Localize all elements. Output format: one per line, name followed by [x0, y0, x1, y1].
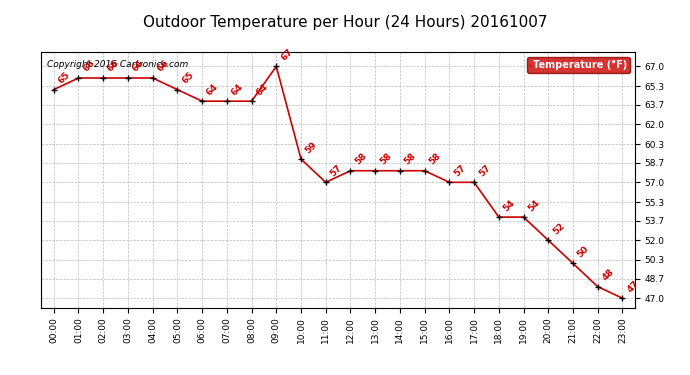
Text: 59: 59: [304, 140, 319, 155]
Text: 58: 58: [353, 152, 368, 166]
Text: 66: 66: [130, 58, 146, 74]
Text: 58: 58: [378, 152, 393, 166]
Legend: Temperature (°F): Temperature (°F): [527, 57, 630, 73]
Text: 58: 58: [427, 152, 442, 166]
Text: Copyright 2016 Cartronics.com: Copyright 2016 Cartronics.com: [48, 60, 188, 69]
Text: 65: 65: [180, 70, 195, 86]
Text: 58: 58: [403, 152, 418, 166]
Text: 67: 67: [279, 47, 295, 62]
Text: 66: 66: [81, 58, 97, 74]
Text: 64: 64: [255, 82, 270, 97]
Text: 66: 66: [106, 58, 121, 74]
Text: 54: 54: [526, 198, 542, 213]
Text: 64: 64: [205, 82, 220, 97]
Text: 57: 57: [452, 163, 467, 178]
Text: 48: 48: [600, 267, 615, 282]
Text: 66: 66: [155, 58, 170, 74]
Text: 57: 57: [477, 163, 492, 178]
Text: 54: 54: [502, 198, 517, 213]
Text: 65: 65: [57, 70, 72, 86]
Text: 52: 52: [551, 221, 566, 236]
Text: 50: 50: [575, 244, 591, 259]
Text: 47: 47: [625, 279, 640, 294]
Text: 64: 64: [230, 82, 245, 97]
Text: 57: 57: [328, 163, 344, 178]
Text: Outdoor Temperature per Hour (24 Hours) 20161007: Outdoor Temperature per Hour (24 Hours) …: [143, 15, 547, 30]
